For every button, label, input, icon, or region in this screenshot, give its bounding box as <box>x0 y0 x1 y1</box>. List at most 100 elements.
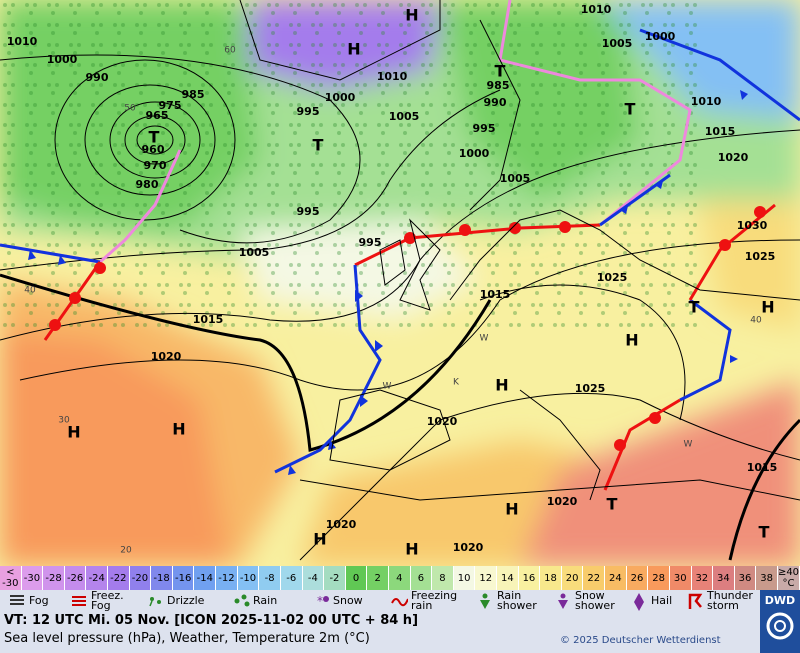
isobar-label: 990 <box>86 71 109 84</box>
scale-cell: -26 <box>64 566 87 590</box>
weather-label: Thunder storm <box>707 589 753 612</box>
scale-cell: 12 <box>475 566 498 590</box>
weather-icon <box>149 597 161 607</box>
weather-legend-item: Hail <box>630 591 672 611</box>
isobar-label: 1000 <box>47 53 78 66</box>
isobar-label: 965 <box>146 109 169 122</box>
temperature-label: 30 <box>58 416 70 426</box>
weather-icon <box>558 593 568 609</box>
weather-icon <box>391 598 408 607</box>
temperature-label: 40 <box>750 316 762 326</box>
scale-cell: -28 <box>43 566 65 590</box>
weather-legend-item: Freez. Fog <box>70 589 124 612</box>
logo-text: DWD <box>764 594 796 607</box>
temperature-scale: < -30 -30 -28 -26 -24 -22 -20 -18 -16 -14 -12 -10 -8… <box>0 566 800 590</box>
weather-label: Rain shower <box>497 589 537 612</box>
weather-icon <box>72 596 86 606</box>
pressure-center: H <box>495 376 508 395</box>
isobar-label: 1005 <box>602 37 633 50</box>
isobar-label: 1015 <box>705 125 736 138</box>
isobar-label: 995 <box>297 205 320 218</box>
isobar-label: 1025 <box>597 271 628 284</box>
isobar-label: 1020 <box>718 151 749 164</box>
pressure-center: H <box>625 331 638 350</box>
scale-cell: -14 <box>194 566 217 590</box>
logo: DWD <box>760 590 800 653</box>
isobar-label: 1010 <box>581 3 612 16</box>
pressure-center: H <box>761 298 774 317</box>
isobar-label: 1005 <box>239 246 270 259</box>
scale-cell: 10 <box>453 566 476 590</box>
isobar-label: 980 <box>136 178 159 191</box>
scale-cell: -12 <box>216 566 238 590</box>
pressure-center: H <box>405 6 418 25</box>
map: 1010100099098597596596097098099510001005… <box>0 0 800 566</box>
weather-legend-item: Freezing rain <box>390 589 458 612</box>
pressure-center: T <box>607 495 618 514</box>
weather-icon <box>234 594 250 607</box>
pressure-center: H <box>405 540 418 559</box>
valid-time: VT: 12 UTC Mi. 05 Nov. [ICON 2025-11-02 … <box>4 613 419 628</box>
weather-legend-item: Drizzle <box>146 591 204 611</box>
isobar-label: 1020 <box>427 415 458 428</box>
weather-legend-item: Fog <box>8 591 49 611</box>
weather-label: Drizzle <box>167 594 205 607</box>
pressure-center: T <box>495 62 506 81</box>
weather-icon: * <box>317 594 329 608</box>
isobar-label: 1025 <box>575 382 606 395</box>
scale-cell: 24 <box>605 566 627 590</box>
isobar-label: 985 <box>182 88 205 101</box>
logo-icon <box>766 612 794 640</box>
weather-label: Freez. Fog <box>91 589 124 612</box>
trough-line <box>728 418 800 561</box>
weather-label: Rain <box>253 594 278 607</box>
pressure-center: H <box>172 420 185 439</box>
isobar-label: 1025 <box>745 250 776 263</box>
pressure-center: H <box>313 530 326 549</box>
isobar-label: 1010 <box>691 95 722 108</box>
temperature-label: W <box>684 440 693 450</box>
description: Sea level pressure (hPa), Weather, Tempe… <box>4 631 370 646</box>
weather-icon <box>688 593 703 609</box>
scale-cell: 38 <box>756 566 778 590</box>
scale-cell: -10 <box>237 566 260 590</box>
isobar-label: 1020 <box>326 518 357 531</box>
scale-cell: 34 <box>713 566 735 590</box>
isobar-label: 1030 <box>737 219 768 232</box>
scale-cell: 22 <box>583 566 606 590</box>
isobar-label: 1005 <box>500 172 531 185</box>
isobar-label: 995 <box>473 122 496 135</box>
weather-legend-item: * Snow <box>312 591 363 611</box>
weather-legend-item: Rain <box>232 591 277 611</box>
weather-legend-item: Thunder storm <box>686 589 753 612</box>
isobar-label: 960 <box>142 143 165 156</box>
weather-label: Freezing rain <box>411 589 458 612</box>
weather-label: Hail <box>651 594 673 607</box>
temperature-label: 50 <box>124 104 136 114</box>
weather-legend-item: Rain shower <box>476 589 537 612</box>
weather-label: Snow shower <box>575 589 615 612</box>
isobar-label: 1000 <box>325 91 356 104</box>
weather-icon <box>634 593 644 611</box>
pressure-center: H <box>347 40 360 59</box>
scale-cell: 18 <box>540 566 562 590</box>
svg-text:*: * <box>317 594 323 608</box>
isobar-label: 1000 <box>459 147 490 160</box>
isobar-label: 970 <box>144 159 167 172</box>
pressure-center: T <box>625 100 636 119</box>
weather-legend: Fog Freez. Fog Drizzle Rain * Snow Freezing ra… <box>0 590 760 612</box>
isobar-label: 1015 <box>747 461 778 474</box>
pressure-center: T <box>759 523 770 542</box>
isobar-label: 1020 <box>453 541 484 554</box>
scale-cell: 2 <box>367 566 389 590</box>
isobar-label: 1010 <box>7 35 38 48</box>
scale-cell: 30 <box>669 566 692 590</box>
isobar-label: 1020 <box>547 495 578 508</box>
isobar-label: 1015 <box>193 313 224 326</box>
isobar-label: 1000 <box>645 30 676 43</box>
weather-label: Snow <box>333 594 363 607</box>
isobar-label: 995 <box>359 236 382 249</box>
temperature-label: 40 <box>24 286 36 296</box>
footer: VT: 12 UTC Mi. 05 Nov. [ICON 2025-11-02 … <box>0 612 760 653</box>
